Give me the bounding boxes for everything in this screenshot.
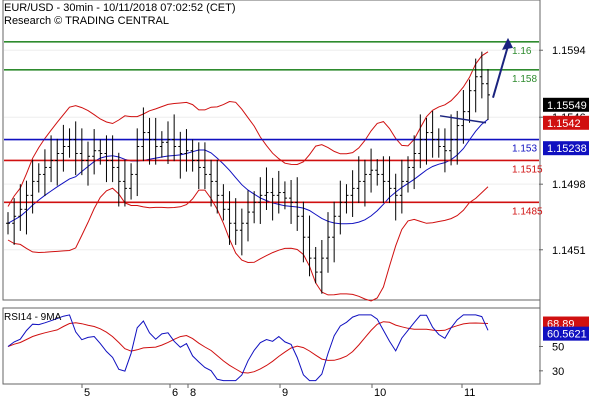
rsi-panel-frame xyxy=(2,307,541,385)
y-tick-label: 1.1498 xyxy=(552,179,586,191)
chart-credit: Research © TRADING CENTRAL xyxy=(4,15,169,27)
price-panel-frame xyxy=(2,0,541,301)
level-label: 1.1485 xyxy=(512,206,543,217)
price-tag-label: 1.15549 xyxy=(547,100,587,112)
price-tag-box xyxy=(543,97,589,112)
chart-title: EUR/USD - 30min - 10/11/2018 07:02:52 (C… xyxy=(4,2,236,14)
level-label: 1.153 xyxy=(512,144,537,155)
rsi-ma-line xyxy=(7,321,489,374)
price-tag-box xyxy=(543,141,589,156)
rsi-tag-box xyxy=(543,326,589,341)
grid xyxy=(4,49,539,251)
trendline xyxy=(439,115,487,124)
x-tick-label: 10 xyxy=(374,387,386,399)
bollinger-bands xyxy=(7,51,489,302)
bollinger-lower xyxy=(7,186,489,302)
time-axis-ticks: 5 6 8 9 10 11 xyxy=(81,384,475,399)
x-tick-label: 11 xyxy=(464,387,475,399)
bollinger-upper xyxy=(7,51,489,207)
y-tick-label: 1.1451 xyxy=(552,245,586,257)
rsi-lines xyxy=(7,314,489,382)
x-tick-label: 8 xyxy=(190,387,196,399)
arrow-shaft xyxy=(492,45,509,98)
projection-arrow xyxy=(439,37,513,124)
x-tick-label: 9 xyxy=(282,387,288,399)
x-tick-label: 6 xyxy=(172,387,178,399)
level-label: 1.158 xyxy=(512,74,537,85)
support-resistance-levels: 1.16 1.158 1.153 1.1515 1.1485 xyxy=(4,41,543,217)
level-label: 1.1515 xyxy=(512,164,543,175)
level-label: 1.16 xyxy=(512,46,532,57)
rsi-y-tick-label: 30 xyxy=(552,366,564,378)
y-tick-label: 1.1594 xyxy=(552,45,586,57)
price-tag-label: 1.1542 xyxy=(547,118,581,130)
rsi-panel-title: RSI14 - 9MA xyxy=(4,312,62,323)
price-bars xyxy=(6,51,490,294)
rsi-y-tick-label: 50 xyxy=(552,342,564,354)
x-tick-label: 5 xyxy=(84,387,90,399)
price-tag-label: 1.15238 xyxy=(547,143,587,155)
price-tag-box xyxy=(543,115,589,130)
rsi-tag-label: 60.5621 xyxy=(547,329,587,341)
arrow-head xyxy=(502,37,513,50)
rsi-line xyxy=(7,314,489,382)
